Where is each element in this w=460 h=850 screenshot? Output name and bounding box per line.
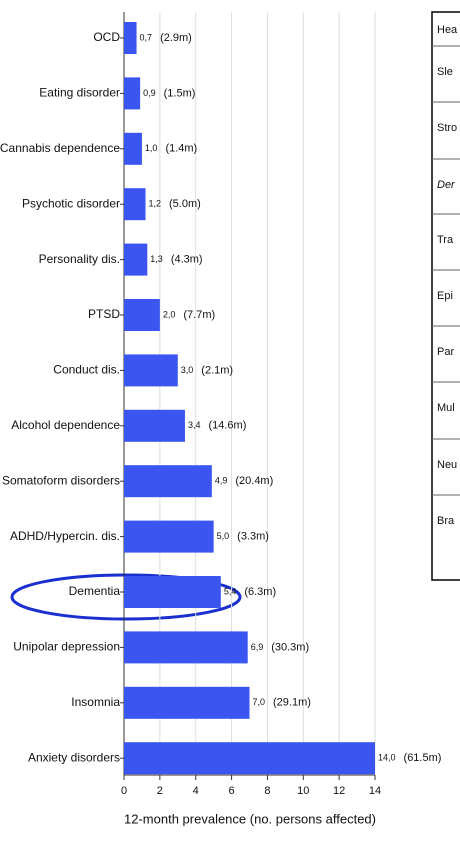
bar	[124, 132, 142, 165]
y-tick-label: Conduct dis.	[53, 363, 120, 377]
bar	[124, 409, 185, 442]
value-label: 5,0	[217, 531, 230, 541]
value-label: 5,4	[224, 586, 237, 596]
count-label: (4.3m)	[171, 254, 203, 266]
x-tick-label: 10	[297, 785, 309, 797]
bar	[124, 576, 221, 608]
x-tick-label: 14	[369, 785, 381, 797]
count-label: (30.3m)	[271, 641, 309, 653]
side-table-cell: Bra	[437, 515, 455, 527]
side-table-cell: Stro	[437, 122, 457, 134]
side-table-cell: Tra	[437, 234, 454, 246]
x-tick-label: 0	[121, 785, 127, 797]
value-label: 1,0	[145, 143, 158, 153]
x-tick-label: 4	[193, 785, 199, 797]
x-tick-label: 6	[229, 785, 235, 797]
x-axis-label: 12-month prevalence (no. persons affecte…	[124, 811, 376, 826]
y-tick-label: Eating disorder	[39, 86, 120, 100]
value-label: 1,3	[150, 254, 163, 264]
value-label: 3,0	[181, 365, 194, 375]
count-label: (2.1m)	[201, 364, 233, 376]
y-tick-label: Somatoform disorders	[2, 473, 120, 487]
y-tick-label: Personality dis.	[39, 252, 120, 266]
y-tick-label: Anxiety disorders	[28, 750, 120, 764]
side-table-cell: Sle	[437, 66, 453, 78]
value-label: 7,0	[253, 697, 266, 707]
side-table-frame	[431, 11, 460, 581]
y-tick-label: Alcohol dependence	[11, 418, 120, 432]
value-label: 1,2	[149, 199, 162, 209]
bar	[124, 77, 141, 110]
bar	[124, 299, 160, 331]
count-label: (5.0m)	[169, 198, 201, 210]
y-tick-label: PTSD	[88, 307, 120, 321]
count-label: (2.9m)	[160, 32, 192, 44]
value-label: 2,0	[163, 309, 176, 319]
count-label: (7.7m)	[183, 309, 215, 321]
bar	[124, 742, 375, 775]
y-tick-label: Cannabis dependence	[0, 141, 120, 155]
bar	[124, 243, 148, 276]
value-label: 6,9	[251, 642, 264, 652]
y-tick-label: Insomnia	[71, 695, 120, 709]
bar	[124, 686, 250, 719]
side-table-cell: Par	[437, 346, 454, 358]
bar	[124, 354, 178, 387]
count-label: (6.3m)	[244, 586, 276, 598]
bar	[124, 188, 146, 221]
y-tick-label: Dementia	[69, 584, 121, 598]
count-label: (61.5m)	[404, 752, 442, 764]
bar	[124, 465, 212, 498]
bar	[124, 520, 214, 553]
y-tick-label: OCD	[93, 30, 120, 44]
count-label: (1.5m)	[164, 87, 196, 99]
side-table-cell: Neu	[437, 459, 457, 471]
x-tick-label: 2	[157, 785, 163, 797]
side-table-cell: Mul	[437, 402, 455, 414]
side-table-cell: Der	[437, 179, 456, 191]
value-label: 0,9	[143, 88, 156, 98]
y-tick-label: ADHD/Hypercin. dis.	[10, 529, 120, 543]
value-label: 0,7	[140, 32, 153, 42]
y-tick-label: Psychotic disorder	[22, 196, 120, 210]
side-table-cell: Epi	[437, 290, 453, 302]
y-tick-label: Unipolar depression	[13, 640, 120, 654]
x-tick-label: 8	[264, 785, 270, 797]
value-label: 14,0	[378, 753, 396, 763]
highlight-ellipse	[10, 573, 242, 621]
bar	[124, 22, 137, 54]
bar	[124, 631, 248, 664]
value-label: 4,9	[215, 476, 228, 486]
count-label: (3.3m)	[237, 531, 269, 543]
side-table-cell: Hea	[437, 24, 458, 36]
x-tick-label: 12	[333, 785, 345, 797]
count-label: (1.4m)	[165, 143, 197, 155]
count-label: (29.1m)	[273, 697, 311, 709]
count-label: (20.4m)	[235, 475, 273, 487]
value-label: 3,4	[188, 420, 201, 430]
count-label: (14.6m)	[208, 420, 246, 432]
